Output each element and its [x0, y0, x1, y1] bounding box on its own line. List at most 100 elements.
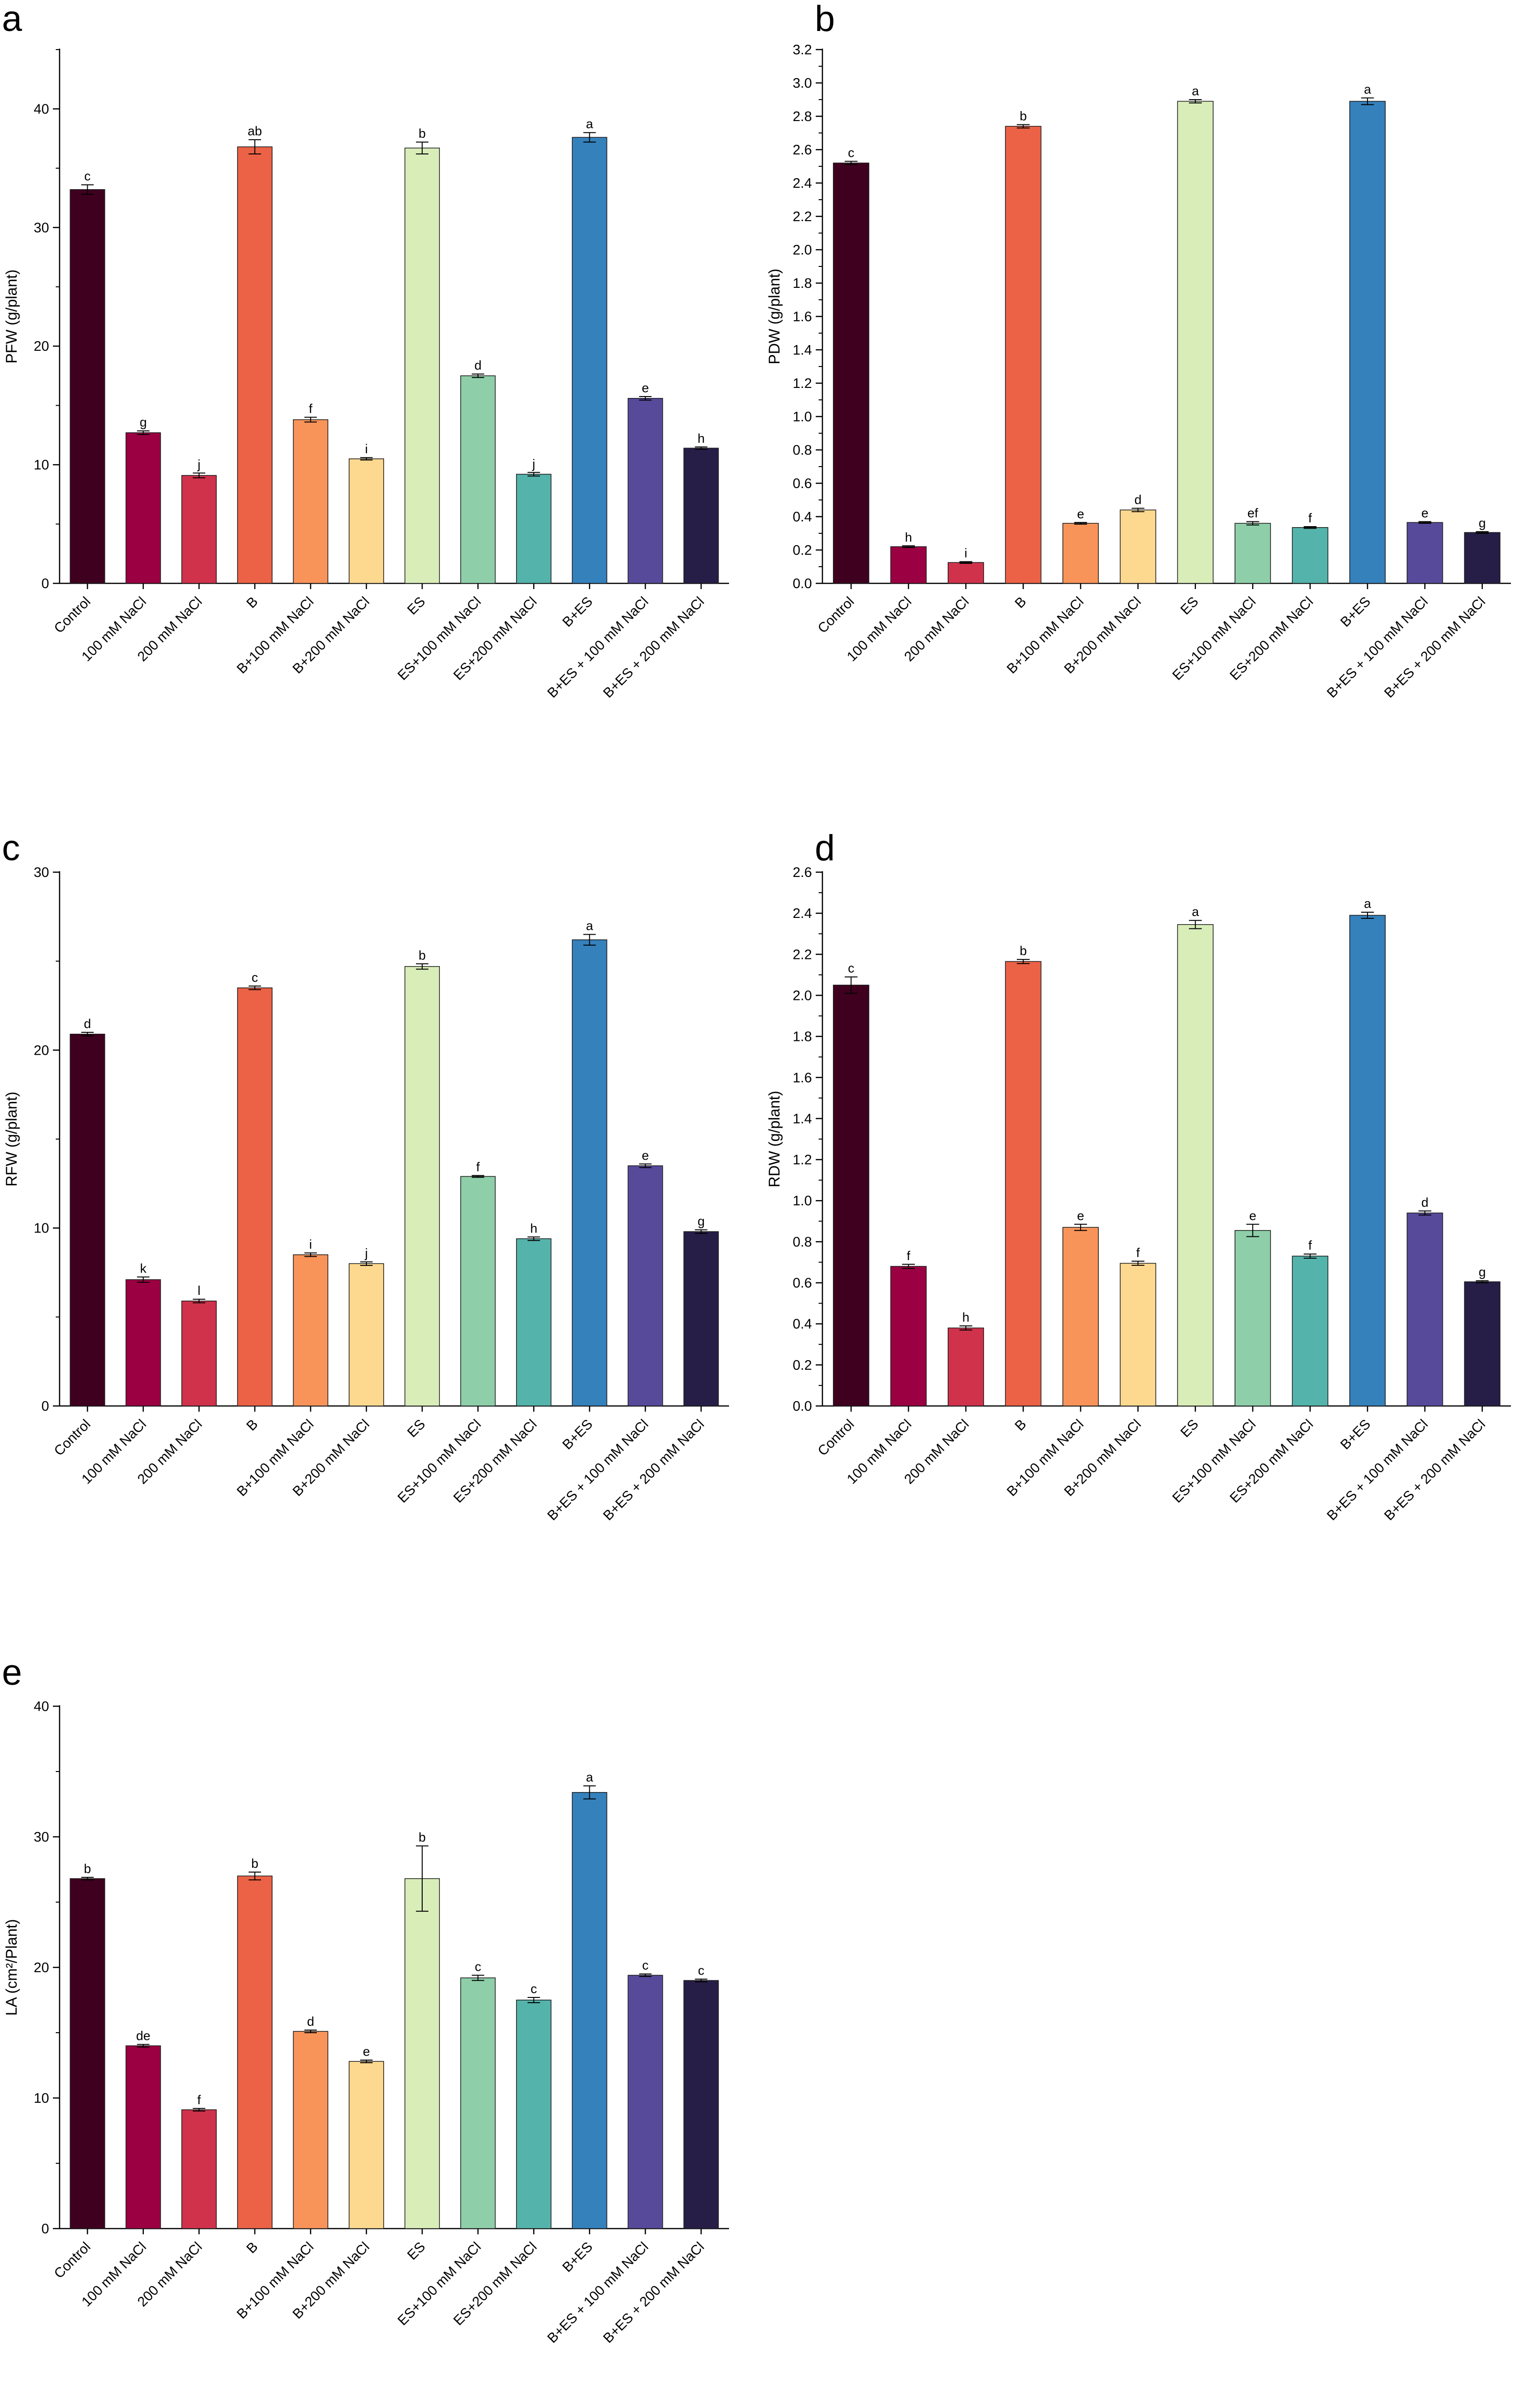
x-tick-label: ES: [405, 2239, 428, 2263]
panel-letter-e: e: [2, 1652, 22, 1693]
y-tick-label: 0.0: [793, 1399, 812, 1414]
bar-9: [1292, 527, 1328, 584]
x-tick-label: B+ES + 200 mM NaCl: [1381, 594, 1488, 701]
y-tick-label: 0.8: [793, 1234, 812, 1250]
significance-letter: j: [197, 458, 201, 472]
significance-letter: f: [1136, 1245, 1140, 1260]
significance-letter: e: [642, 1148, 649, 1162]
significance-letter: g: [1479, 1265, 1486, 1279]
x-tick-label: B+ES: [560, 1416, 596, 1453]
bar-10: [572, 1792, 608, 2229]
y-tick-label: 2.2: [793, 947, 812, 962]
y-tick-label: 0.4: [793, 1317, 812, 1332]
significance-letter: b: [419, 1830, 426, 1844]
significance-letter: ab: [248, 124, 262, 138]
y-tick-label: 40: [34, 102, 49, 117]
x-tick-label: ES: [1178, 594, 1202, 618]
significance-letter: g: [1479, 516, 1486, 530]
bar-5: [293, 2031, 328, 2229]
bar-1: [70, 1033, 105, 1406]
y-tick-label: 20: [34, 339, 49, 354]
bar-11: [1407, 1212, 1443, 1406]
significance-letter: a: [586, 117, 594, 131]
y-tick-label: 20: [34, 1960, 49, 1976]
bar-7: [1177, 101, 1214, 584]
y-axis-label: PFW (g/plant): [3, 269, 20, 363]
significance-letter: e: [363, 2045, 370, 2059]
significance-letter: c: [848, 146, 854, 160]
y-tick-label: 2.0: [793, 988, 812, 1003]
y-tick-label: 2.6: [793, 143, 812, 158]
significance-letter: e: [1077, 507, 1084, 521]
x-tick-label: B+ES + 100 mM NaCl: [1324, 594, 1431, 701]
significance-letter: c: [642, 1958, 649, 1973]
significance-letter: i: [365, 442, 368, 456]
bar-11: [628, 397, 663, 584]
y-tick-label: 3.0: [793, 76, 812, 91]
bar-2: [890, 1266, 927, 1406]
bar-2: [125, 1279, 161, 1406]
bar-12: [1464, 1281, 1500, 1406]
y-tick-label: 0.6: [793, 476, 812, 491]
significance-letter: f: [197, 2093, 201, 2107]
y-axis-label: PDW (g/plant): [766, 269, 783, 365]
x-tick-label: Control: [815, 594, 857, 636]
significance-letter: e: [1077, 1209, 1084, 1223]
x-tick-label: Control: [51, 1416, 94, 1459]
x-tick-label: B+ES: [560, 2239, 596, 2275]
bar-6: [348, 2061, 385, 2229]
significance-letter: e: [1421, 506, 1429, 520]
significance-letter: a: [586, 919, 594, 933]
bar-5: [293, 1254, 328, 1406]
x-tick-label: B: [1012, 1416, 1029, 1434]
significance-letter: c: [84, 169, 91, 183]
x-tick-label: B+ES: [1337, 1416, 1374, 1453]
bar-3: [181, 2109, 217, 2229]
significance-letter: h: [530, 1221, 537, 1235]
bar-9: [516, 474, 552, 584]
bar-12: [1464, 532, 1500, 584]
x-tick-label: B+ES + 100 mM NaCl: [545, 2239, 651, 2346]
significance-letter: a: [1192, 905, 1199, 919]
y-tick-label: 0.8: [793, 443, 812, 458]
y-tick-label: 0.6: [793, 1276, 812, 1291]
significance-letter: c: [252, 970, 258, 985]
significance-letter: h: [698, 431, 705, 446]
significance-letter: a: [586, 1770, 594, 1784]
bar-4: [237, 987, 273, 1406]
panel-letter-c: c: [2, 828, 20, 868]
y-tick-label: 1.2: [793, 376, 812, 391]
significance-letter: i: [309, 1237, 312, 1252]
bar-10: [572, 137, 608, 584]
bar-7: [404, 966, 440, 1406]
bar-chart-pdw: 0.0 0.2 0.4 0.6 0.8 1.0 1.2 1.4 1.6 1.8 2.0 2.2 2.4 2…: [766, 42, 1511, 701]
significance-letter: f: [309, 402, 313, 416]
y-tick-label: 30: [34, 1830, 49, 1845]
significance-letter: b: [419, 126, 426, 141]
bar-11: [628, 1975, 663, 2229]
bar-9: [516, 1238, 552, 1406]
x-tick-label: Control: [51, 594, 94, 636]
bar-6: [348, 1263, 385, 1406]
x-tick-label: B+ES + 100 mM NaCl: [545, 1416, 651, 1523]
bar-chart-rdw: 0.0 0.2 0.4 0.6 0.8 1.0 1.2 1.4 1.6 1.8 2.0 2.2 2.4 2…: [766, 865, 1511, 1524]
bar-8: [1235, 1230, 1271, 1406]
y-tick-label: 0.0: [793, 576, 812, 591]
significance-letter: ef: [1247, 506, 1258, 520]
bar-1: [70, 189, 105, 584]
bar-9: [516, 1999, 552, 2229]
x-tick-label: ES: [1178, 1416, 1202, 1440]
x-tick-label: B: [243, 2239, 261, 2256]
x-tick-label: B: [1012, 594, 1029, 611]
x-tick-label: B+ES + 100 mM NaCl: [545, 594, 651, 701]
y-tick-label: 30: [34, 220, 49, 235]
x-tick-label: B+ES + 200 mM NaCl: [600, 594, 707, 701]
y-tick-label: 0: [41, 576, 49, 591]
y-tick-label: 2.6: [793, 865, 812, 880]
y-tick-label: 0: [41, 1399, 49, 1414]
y-tick-label: 3.2: [793, 42, 812, 58]
bar-11: [1407, 522, 1443, 584]
significance-letter: b: [1020, 944, 1027, 958]
